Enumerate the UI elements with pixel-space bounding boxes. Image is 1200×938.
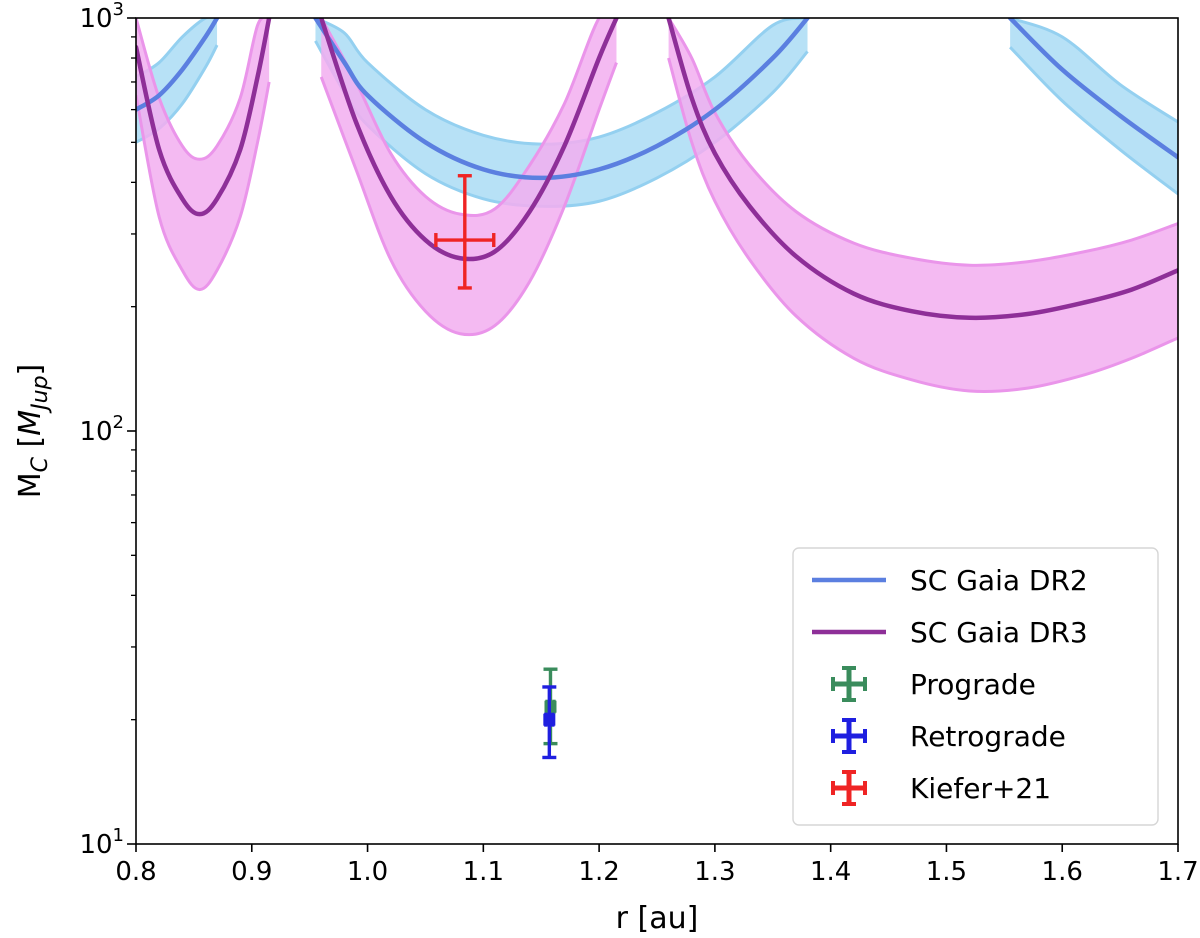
x-tick-label: 1.2 (578, 857, 619, 887)
legend-label: Prograde (910, 668, 1036, 701)
y-axis: 101 102 103 (79, 0, 136, 860)
sc-gaia-dr3-band-lower-edge-1 (136, 81, 271, 292)
sc-gaia-dr3-band-3 (668, 18, 1178, 392)
uncertainty-bands (136, 18, 1178, 394)
sc-gaia-dr2-band-2 (315, 18, 808, 207)
sc-gaia-dr3-line-1 (136, 18, 272, 217)
y-axis-label-unit-sub: Jup (28, 375, 53, 413)
y-axis-label-unit-open: [ (13, 436, 48, 457)
y-tick-label: 101 (79, 825, 124, 860)
legend-label: SC Gaia DR3 (910, 616, 1088, 649)
x-tick-label: 1.4 (810, 857, 851, 887)
sc-gaia-dr2-band-upper-edge-3 (1009, 18, 1178, 124)
x-tick-label: 1.0 (347, 857, 388, 887)
legend-box (792, 547, 1159, 826)
sc-gaia-dr2-band-lower-edge-3 (1009, 46, 1178, 196)
error-bar-points (434, 174, 558, 760)
legend: SC Gaia DR2 SC Gaia DR3 Prograde Retrograde… (792, 547, 1159, 826)
series-lines (136, 18, 1178, 321)
legend-label: SC Gaia DR2 (910, 564, 1088, 597)
sc-gaia-dr3-line-3 (666, 18, 1178, 321)
sc-gaia-dr3-line-2 (318, 18, 619, 262)
y-axis-label: MC [MJup] (13, 364, 53, 499)
legend-entry-retrograde: Retrograde (831, 718, 1066, 754)
x-tick-label: 1.7 (1157, 857, 1198, 887)
y-tick-label: 102 (79, 412, 124, 447)
legend-label: Retrograde (910, 720, 1066, 753)
sc-gaia-dr2-line-2 (313, 18, 810, 181)
sc-gaia-dr2-line-3 (1007, 18, 1178, 160)
y-tick-label: 103 (79, 0, 124, 34)
legend-entry-sc-gaia-dr3: SC Gaia DR3 (812, 616, 1088, 649)
legend-label: Kiefer+21 (910, 772, 1051, 805)
legend-entry-prograde: Prograde (831, 666, 1036, 702)
sc-gaia-dr3-band-lower-edge-3 (667, 57, 1178, 394)
x-tick-label: 1.5 (926, 857, 967, 887)
y-axis-label-unit-close: ] (13, 364, 48, 376)
retrograde-marker (543, 713, 556, 726)
sc-gaia-dr3-band-1 (136, 18, 270, 290)
sc-gaia-dr2-line-1 (136, 18, 220, 112)
x-tick-label: 1.3 (694, 857, 735, 887)
retrograde-point (542, 685, 557, 760)
plot-area (135, 17, 1179, 845)
y-axis-label-sub: C (28, 456, 53, 472)
legend-entry-kiefer-21: Kiefer+21 (831, 770, 1051, 806)
x-tick-label: 1.1 (463, 857, 504, 887)
sc-gaia-dr2-band-upper-edge-1 (136, 18, 218, 79)
x-tick-label: 0.9 (231, 857, 272, 887)
y-axis-label-unit-main: M (13, 410, 48, 436)
kiefer-21-point (434, 174, 496, 290)
x-axis: 0.8 0.9 1.0 1.1 1.2 1.3 1.4 1.5 1.6 1.7 (115, 844, 1199, 887)
sc-gaia-dr3-band-lower-edge-2 (319, 62, 618, 337)
y-axis-label-main: M (13, 472, 48, 498)
x-tick-label: 0.8 (115, 857, 156, 887)
x-axis-label: r [au] (616, 901, 699, 936)
x-tick-label: 1.6 (1042, 857, 1083, 887)
sc-gaia-dr3-band-upper-edge-2 (319, 18, 617, 218)
legend-entry-sc-gaia-dr2: SC Gaia DR2 (812, 564, 1088, 597)
